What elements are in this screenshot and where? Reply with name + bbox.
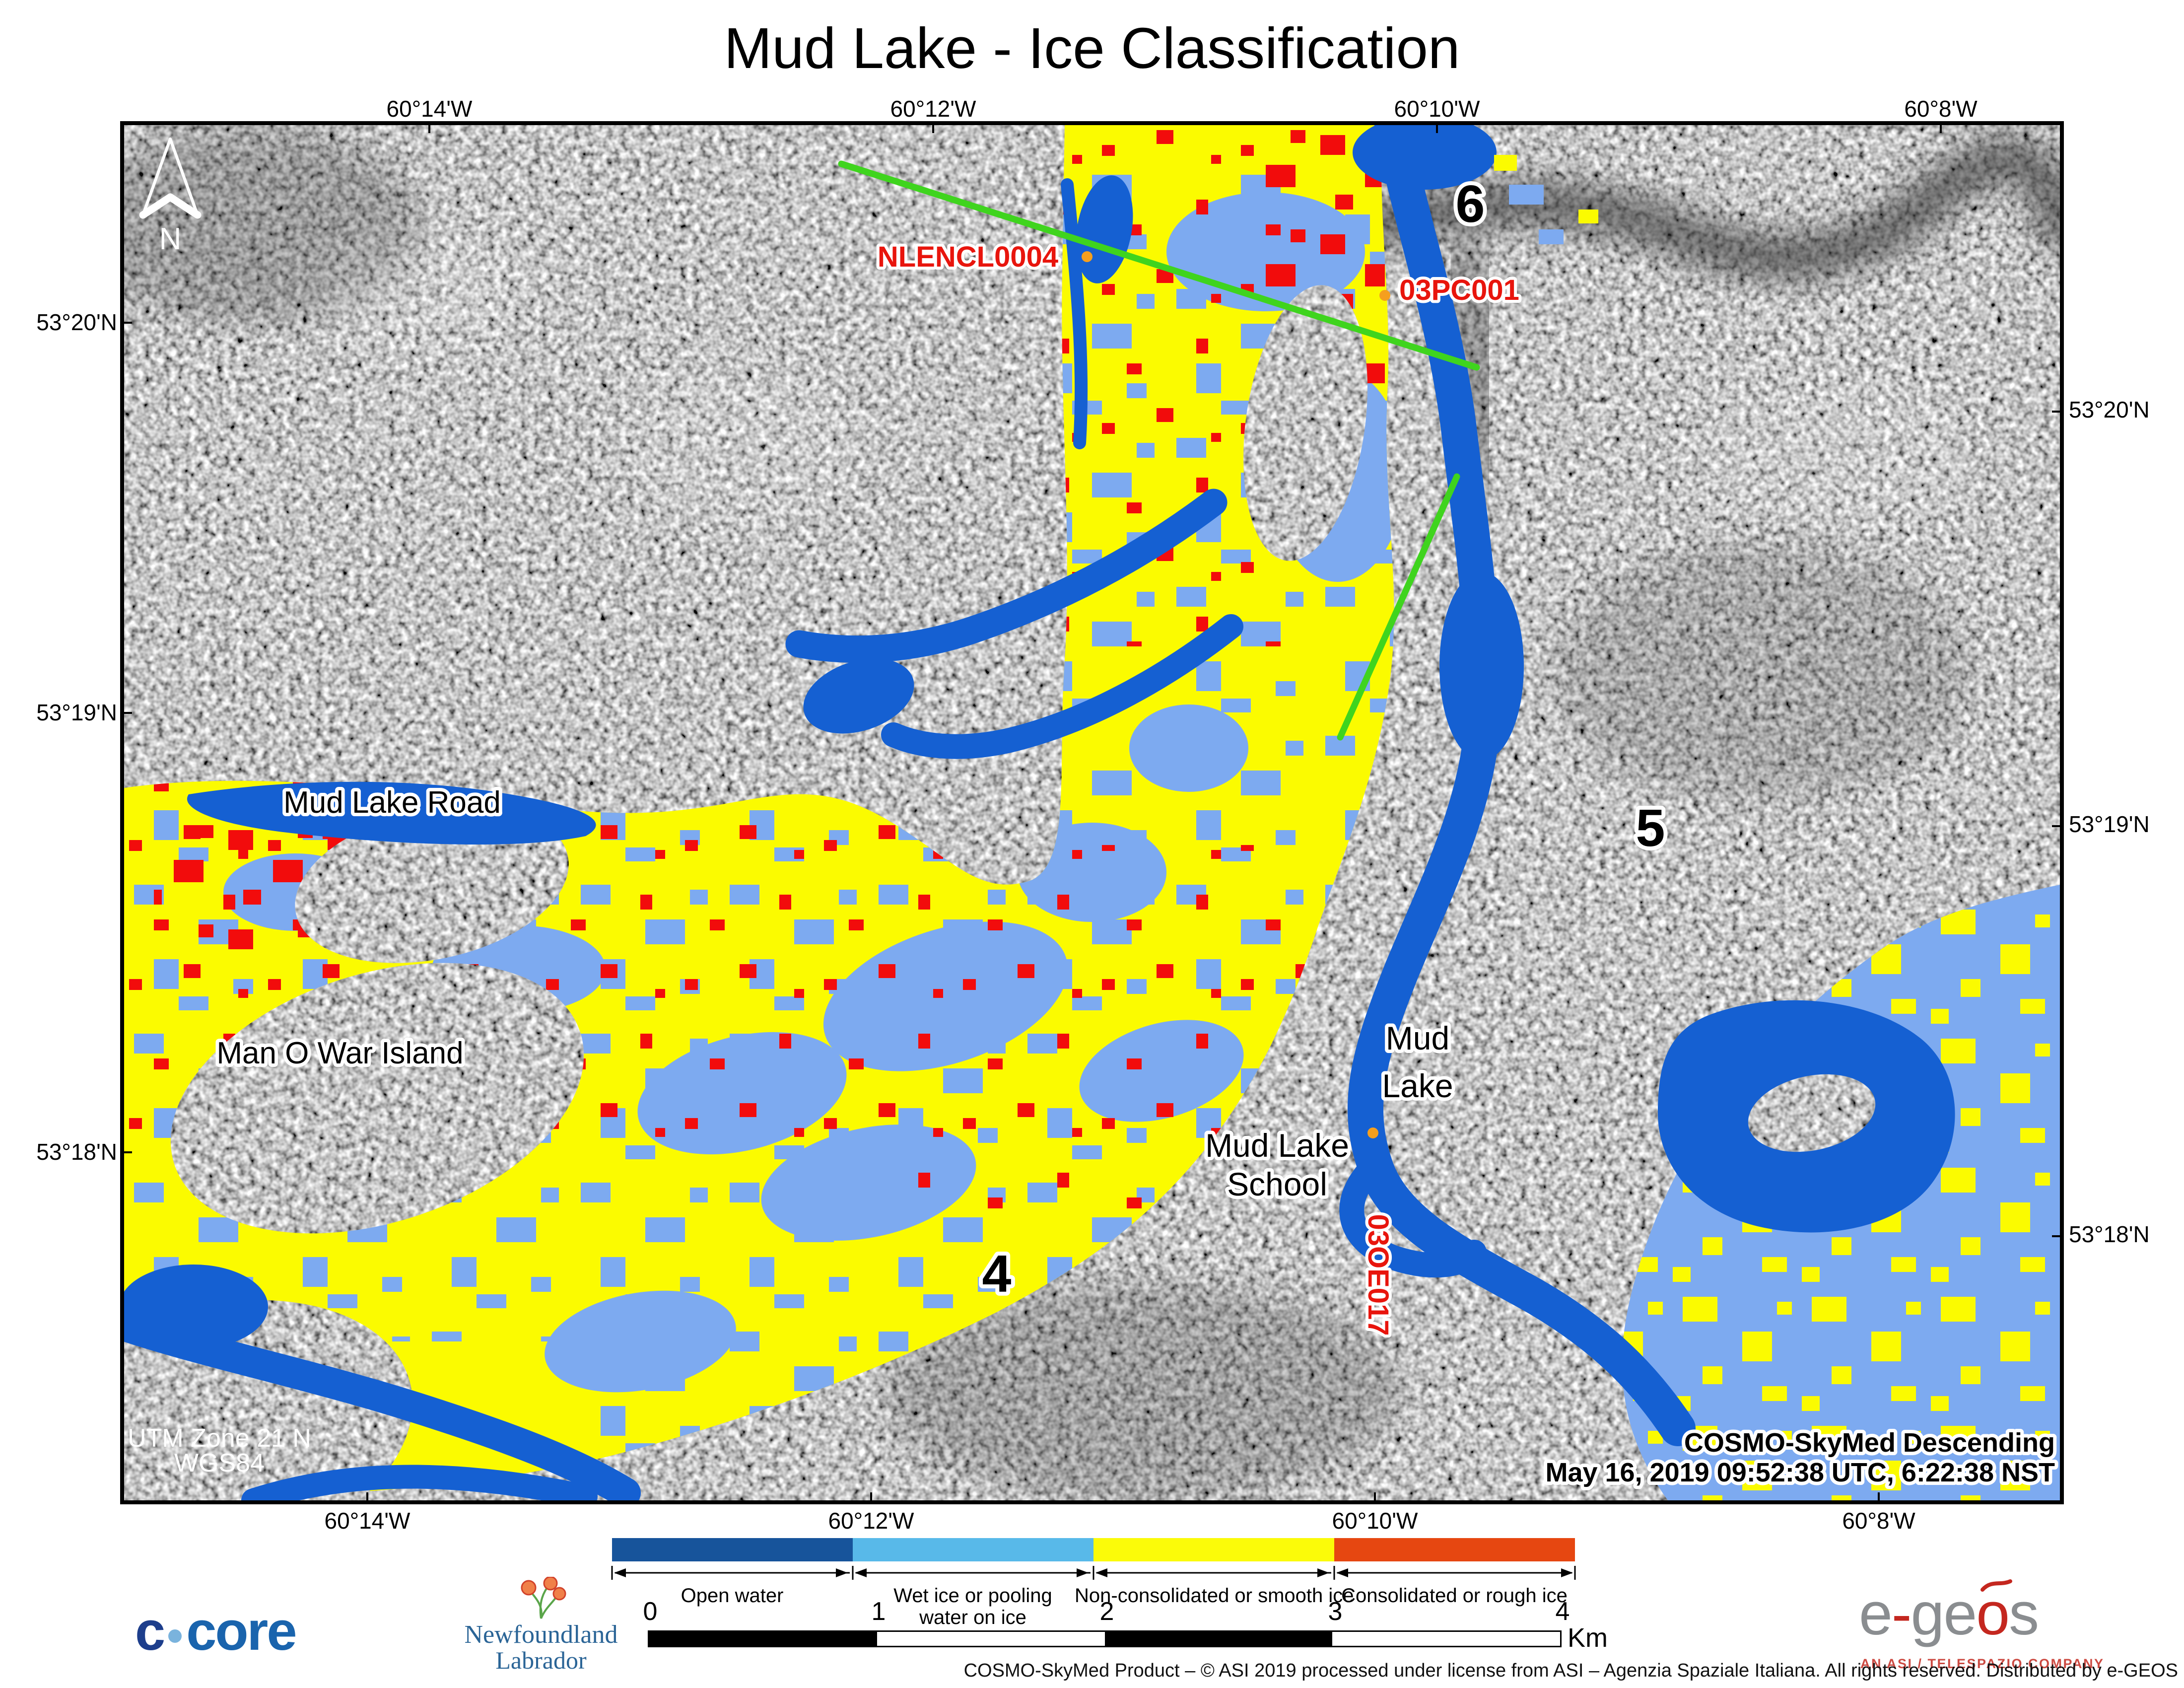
- north-arrow-label: N: [159, 222, 182, 256]
- grid-right-2: 53°19'N: [2069, 811, 2150, 837]
- station-marker-03pc001: [1379, 290, 1390, 301]
- station-label-nlencl0004: NLENCL0004: [878, 241, 1058, 273]
- scale-segment: [649, 1632, 877, 1646]
- grid-bottom-3: 60°10'W: [1332, 1508, 1418, 1534]
- transect-line-2: [1337, 473, 1460, 741]
- grid-top-4: 60°8'W: [1904, 96, 1978, 122]
- scale-tick-4: 4: [1555, 1597, 1570, 1626]
- legend-swatch-open-water: [612, 1538, 853, 1561]
- egeos-tagline: AN ASI / TELESPAZIO COMPANY: [1860, 1656, 2105, 1671]
- label-mud-lake-school-line1: Mud Lake: [1205, 1127, 1349, 1164]
- projection-line2: WGS84: [174, 1449, 265, 1477]
- legend-label-wet-ice-line1: Wet ice or pooling: [893, 1585, 1052, 1607]
- nl-logo-line1: Newfoundland: [464, 1620, 618, 1649]
- grid-top-1: 60°14'W: [386, 96, 473, 122]
- egeos-hyphen: -: [1891, 1580, 1912, 1647]
- scale-segment: [1332, 1632, 1560, 1646]
- legend-arrowheads: [614, 1568, 1573, 1577]
- station-label-03pc001: 03PC001: [1399, 274, 1519, 306]
- egeos-s: s: [2009, 1580, 2039, 1647]
- scale-tick-3: 3: [1328, 1597, 1343, 1626]
- grid-top-3: 60°10'W: [1394, 96, 1480, 122]
- station-marker-03oe017: [1367, 1127, 1378, 1138]
- grid-right-1: 53°20'N: [2069, 397, 2150, 422]
- legend-label-smooth-ice: Non-consolidated or smooth ice: [1075, 1585, 1354, 1607]
- transect-line-1: [838, 160, 1480, 371]
- grid-bottom-4: 60°8'W: [1842, 1508, 1915, 1534]
- sar-shading: [124, 125, 2060, 1500]
- grid-bottom-2: 60°12'W: [828, 1508, 914, 1534]
- egeos-ge: ge: [1911, 1580, 1978, 1647]
- map-frame: N NLENCL0004 03PC001 03OE017 Mud Lake Ro…: [120, 121, 2064, 1504]
- legend-arrows: [611, 1566, 1576, 1580]
- open-water-channels: [124, 125, 1955, 1500]
- newfoundland-labrador-logo: Newfoundland Labrador: [447, 1576, 635, 1675]
- station-label-03oe017: 03OE017: [1362, 1214, 1394, 1336]
- ccore-logo-dot-icon: [168, 1629, 182, 1643]
- legend-label-open-water: Open water: [681, 1585, 784, 1607]
- scale-bar: [648, 1630, 1562, 1647]
- station-markers: [1082, 251, 1390, 1138]
- legend-swatch-smooth-ice: [1093, 1538, 1334, 1561]
- nl-logo-line2: Labrador: [495, 1646, 587, 1675]
- label-mud-lake-line2: Lake: [1382, 1067, 1453, 1104]
- acquisition-line2: May 16, 2019 09:52:38 UTC, 6:22:38 NST: [1545, 1458, 2055, 1487]
- egeos-e: e: [1859, 1580, 1893, 1647]
- acquisition-line1: COSMO-SkyMed Descending: [1684, 1428, 2055, 1458]
- north-arrow: N: [139, 138, 202, 256]
- grid-left-2: 53°19'N: [36, 700, 117, 725]
- zone-number-4: 4: [982, 1245, 1012, 1303]
- label-man-o-war-island: Man O War Island: [216, 1036, 463, 1070]
- zone-number-5: 5: [1636, 799, 1665, 857]
- label-mud-lake-line1: Mud: [1386, 1020, 1449, 1056]
- scale-segment: [1104, 1632, 1333, 1646]
- grid-bottom-1: 60°14'W: [324, 1508, 410, 1534]
- legend-label-rough-ice: Consolidated or rough ice: [1341, 1585, 1568, 1607]
- copyright-footer: COSMO-SkyMed Product – © ASI 2019 proces…: [963, 1660, 2178, 1681]
- ccore-logo-core: core: [186, 1601, 297, 1662]
- legend-swatch-rough-ice: [1334, 1538, 1575, 1561]
- ice-classification-map: N NLENCL0004 03PC001 03OE017 Mud Lake Ro…: [124, 125, 2060, 1500]
- projection-line1: UTM Zone 21 N: [128, 1424, 311, 1453]
- legend-bar: [611, 1538, 1576, 1580]
- transect-lines: [838, 160, 1480, 741]
- ne-ice-bits: [1494, 155, 1598, 244]
- label-mud-lake-road: Mud Lake Road: [283, 785, 501, 820]
- ccore-logo-c: c: [135, 1601, 165, 1662]
- egeos-logo: e-geos: [1859, 1579, 2039, 1648]
- grid-left-1: 53°20'N: [36, 309, 117, 335]
- graticule-ticks: [124, 125, 2060, 1500]
- scale-unit: Km: [1568, 1623, 1608, 1653]
- scale-tick-1: 1: [871, 1597, 886, 1626]
- station-marker-nlencl0004: [1082, 251, 1092, 262]
- scale-tick-0: 0: [643, 1597, 658, 1626]
- zone-number-6: 6: [1456, 175, 1485, 233]
- ccore-logo: c core: [135, 1600, 297, 1663]
- grid-top-2: 60°12'W: [890, 96, 976, 122]
- egeos-accent-icon: [1980, 1579, 2012, 1592]
- scale-segment: [877, 1632, 1105, 1646]
- grid-right-3: 53°18'N: [2069, 1221, 2150, 1247]
- grid-left-3: 53°18'N: [36, 1139, 117, 1165]
- legend-label-wet-ice-line2: water on ice: [919, 1607, 1026, 1628]
- scale-tick-2: 2: [1099, 1597, 1114, 1626]
- legend-swatch-wet-ice: [853, 1538, 1093, 1561]
- page-title: Mud Lake - Ice Classification: [724, 16, 1460, 80]
- pitcher-plant-icon: [521, 1576, 566, 1619]
- label-mud-lake-school-line2: School: [1227, 1166, 1327, 1202]
